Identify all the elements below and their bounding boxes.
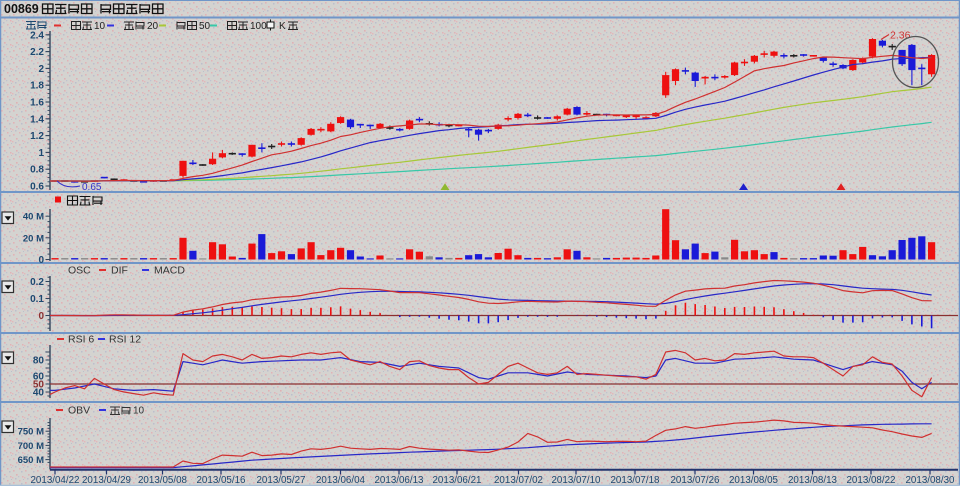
svg-text:OSC: OSC <box>68 265 91 277</box>
svg-text:K: K <box>279 21 286 32</box>
svg-text:2013/06/04: 2013/06/04 <box>316 475 366 486</box>
svg-text:2013/06/13: 2013/06/13 <box>374 475 424 486</box>
svg-text:OBV: OBV <box>68 405 90 417</box>
svg-text:2013/08/22: 2013/08/22 <box>846 475 895 486</box>
svg-text:20 M: 20 M <box>23 233 44 244</box>
svg-text:1.8: 1.8 <box>30 81 44 92</box>
svg-text:0: 0 <box>38 255 44 266</box>
svg-text:2.4: 2.4 <box>30 30 44 41</box>
svg-text:2013/04/22: 2013/04/22 <box>30 475 79 486</box>
svg-text:2013/05/16: 2013/05/16 <box>196 475 246 486</box>
svg-text:40 M: 40 M <box>23 212 44 223</box>
svg-text:10: 10 <box>133 406 145 417</box>
svg-text:RSI 12: RSI 12 <box>109 334 141 346</box>
svg-text:700 M: 700 M <box>18 441 44 452</box>
svg-text:1: 1 <box>38 148 44 159</box>
svg-text:2: 2 <box>38 64 44 75</box>
svg-text:2013/07/26: 2013/07/26 <box>670 475 720 486</box>
svg-text:2013/07/10: 2013/07/10 <box>551 475 601 486</box>
svg-text:650 M: 650 M <box>18 455 44 466</box>
svg-text:RSI 6: RSI 6 <box>68 334 94 346</box>
svg-text:0.2: 0.2 <box>30 277 44 288</box>
svg-text:DIF: DIF <box>111 265 128 277</box>
svg-text:100: 100 <box>250 21 267 32</box>
svg-text:2013/05/08: 2013/05/08 <box>138 475 188 486</box>
svg-text:00869: 00869 <box>4 2 39 16</box>
svg-text:2013/06/21: 2013/06/21 <box>432 475 481 486</box>
svg-text:2013/08/30: 2013/08/30 <box>905 475 955 486</box>
svg-text:0.6: 0.6 <box>30 182 44 193</box>
svg-text:1.6: 1.6 <box>30 98 44 109</box>
svg-text:750 M: 750 M <box>18 427 44 438</box>
svg-text:20: 20 <box>147 21 159 32</box>
svg-text:MACD: MACD <box>154 265 185 277</box>
svg-text:0: 0 <box>38 311 44 322</box>
svg-text:2013/04/29: 2013/04/29 <box>82 475 131 486</box>
svg-text:2013/08/13: 2013/08/13 <box>788 475 838 486</box>
svg-text:10: 10 <box>94 21 106 32</box>
svg-text:2.36: 2.36 <box>890 30 911 42</box>
svg-text:50: 50 <box>33 380 45 391</box>
svg-text:1.2: 1.2 <box>30 131 44 142</box>
svg-text:2013/05/27: 2013/05/27 <box>256 475 305 486</box>
svg-text:1.4: 1.4 <box>30 114 44 125</box>
svg-text:2013/07/02: 2013/07/02 <box>494 475 543 486</box>
svg-text:0.65: 0.65 <box>82 182 102 193</box>
svg-text:40: 40 <box>33 388 45 399</box>
svg-text:2.2: 2.2 <box>30 47 44 58</box>
svg-text:50: 50 <box>199 21 211 32</box>
svg-text:0.8: 0.8 <box>30 165 44 176</box>
svg-text:80: 80 <box>33 356 45 367</box>
svg-text:60: 60 <box>33 372 45 383</box>
svg-text:0.1: 0.1 <box>30 294 44 305</box>
svg-text:2013/08/05: 2013/08/05 <box>729 475 779 486</box>
svg-text:2013/07/18: 2013/07/18 <box>610 475 660 486</box>
